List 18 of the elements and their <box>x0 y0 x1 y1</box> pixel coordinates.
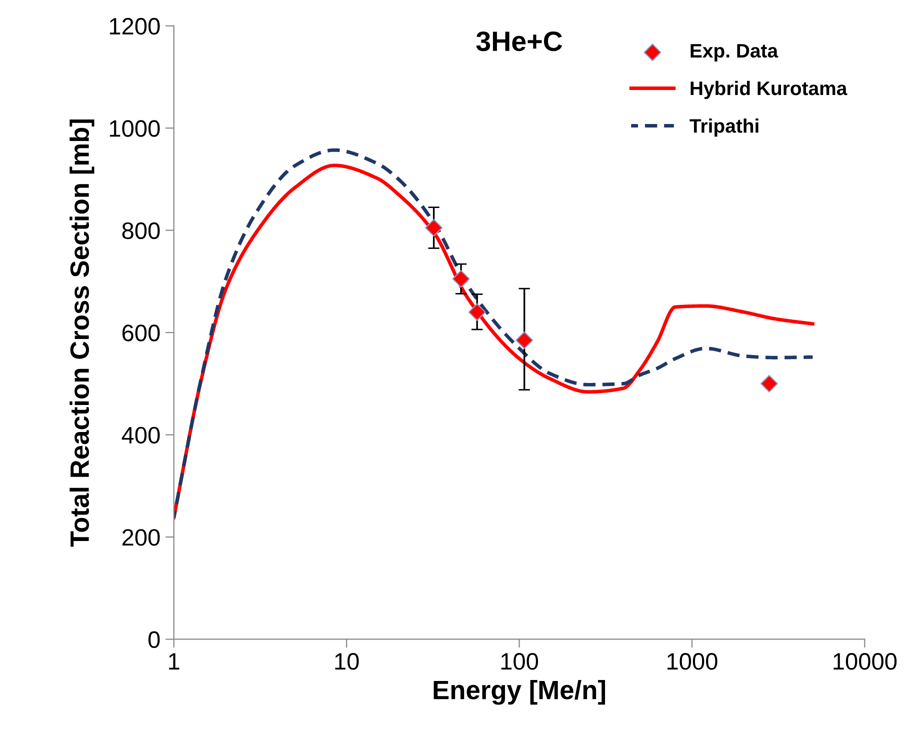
y-tick-label: 1200 <box>110 18 160 35</box>
y-tick-label: 400 <box>122 426 160 444</box>
y-tick-label: 1000 <box>110 120 160 137</box>
x-tick-label: 1 <box>169 653 180 670</box>
legend-label: Tripathi <box>690 118 758 137</box>
x-tick-label: 100 <box>501 653 538 670</box>
x-tick-label: 10 <box>335 653 359 670</box>
legend-label: Hybrid Kurotama <box>690 80 848 100</box>
y-axis-title: Total Reaction Cross Section [mb] <box>70 119 94 547</box>
chart-title: 3He+C <box>476 31 562 52</box>
x-tick-label: 1000 <box>668 653 718 670</box>
x-tick-label: 10000 <box>834 653 897 670</box>
y-tick-label: 600 <box>122 324 160 342</box>
y-tick-label: 800 <box>122 222 160 240</box>
y-tick-label: 200 <box>122 529 160 546</box>
legend-label: Exp. Data <box>690 44 778 62</box>
y-tick-label: 0 <box>148 631 160 648</box>
x-axis-title: Energy [Me/n] <box>434 680 606 705</box>
